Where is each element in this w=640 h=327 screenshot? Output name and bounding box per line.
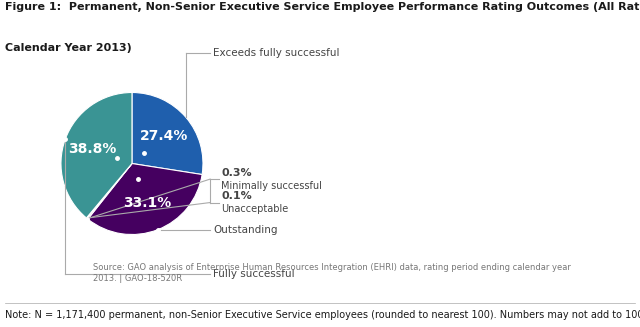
Text: Calendar Year 2013): Calendar Year 2013): [5, 43, 132, 53]
Text: Outstanding: Outstanding: [213, 225, 277, 235]
Text: Note: N = 1,171,400 permanent, non-Senior Executive Service employees (rounded t: Note: N = 1,171,400 permanent, non-Senio…: [5, 310, 640, 320]
Text: 33.1%: 33.1%: [124, 196, 172, 210]
Wedge shape: [86, 164, 132, 218]
Wedge shape: [88, 164, 202, 234]
Text: 27.4%: 27.4%: [140, 129, 189, 143]
Text: Minimally successful: Minimally successful: [221, 181, 323, 191]
Text: Source: GAO analysis of Enterprise Human Resources Integration (EHRI) data, rati: Source: GAO analysis of Enterprise Human…: [93, 263, 571, 283]
Text: 0.1%: 0.1%: [221, 191, 252, 201]
Text: Figure 1:  Permanent, Non-Senior Executive Service Employee Performance Rating O: Figure 1: Permanent, Non-Senior Executiv…: [5, 2, 640, 12]
Text: 0.3%: 0.3%: [221, 168, 252, 178]
Text: Unacceptable: Unacceptable: [221, 204, 289, 214]
Text: Fully successful: Fully successful: [213, 268, 294, 279]
Text: Exceeds fully successful: Exceeds fully successful: [213, 48, 339, 59]
Wedge shape: [87, 164, 132, 219]
Text: 38.8%: 38.8%: [68, 142, 116, 156]
Wedge shape: [132, 93, 203, 175]
Wedge shape: [61, 93, 132, 218]
